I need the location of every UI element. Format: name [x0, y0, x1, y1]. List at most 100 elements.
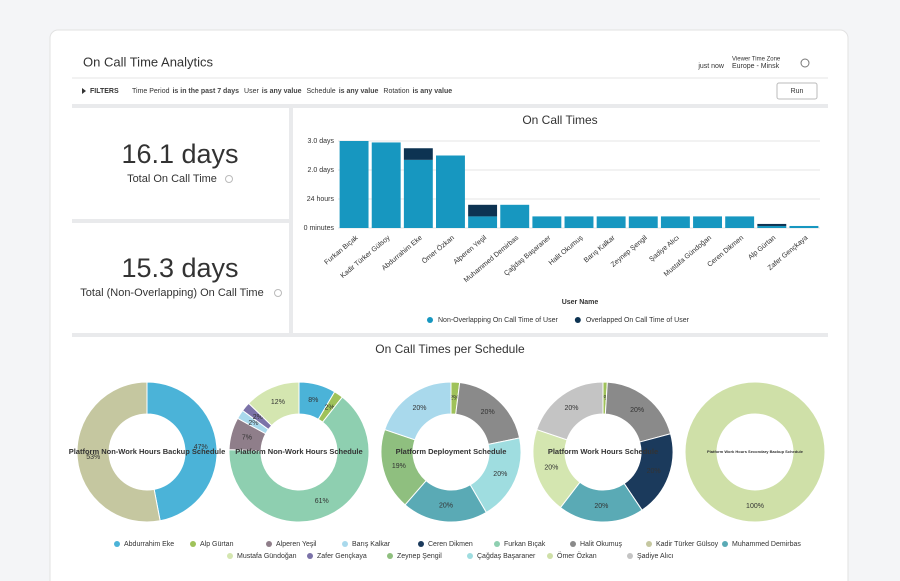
donut-label: 20% — [413, 405, 427, 412]
kpi-value: 16.1 days — [121, 139, 238, 169]
filter-name: User — [244, 88, 259, 95]
legend-label: Ceren Dikmen — [428, 541, 473, 548]
y-tick-label: 0 minutes — [304, 225, 335, 232]
divider — [72, 333, 828, 337]
donut-label: 61% — [315, 498, 329, 505]
updated: just now — [697, 63, 725, 70]
bar — [468, 204, 498, 217]
filter-name: Rotation — [383, 88, 409, 95]
donut-label: 53% — [86, 454, 100, 461]
donut-label: 8% — [308, 397, 318, 404]
y-tick-label: 24 hours — [307, 196, 335, 203]
divider — [72, 104, 828, 108]
x-axis-label: User Name — [562, 299, 599, 306]
donut-label: 20% — [630, 407, 644, 414]
donut-title: Platform Deployment Schedule — [396, 447, 507, 456]
legend-label: Overlapped On Call Time of User — [586, 317, 690, 324]
legend-label: Non-Overlapping On Call Time of User — [438, 317, 558, 324]
donut-title: Platform Work Hours Secondary Backup Sch… — [707, 449, 804, 454]
donut-label: 1% — [600, 395, 610, 402]
run-button[interactable] — [776, 82, 818, 100]
legend-swatch — [467, 553, 473, 559]
donut-title: Platform Work Hours Schedule — [548, 447, 658, 456]
donut-label: 7% — [242, 435, 252, 442]
timezone[interactable]: Europe - Minsk — [732, 63, 780, 70]
donut-segment — [536, 381, 604, 441]
settings-icon[interactable] — [800, 58, 810, 68]
info-icon[interactable] — [225, 175, 233, 183]
donut-label: 20% — [493, 471, 507, 478]
legend-label: Mustafa Gündoğan — [237, 553, 297, 560]
divider — [72, 219, 289, 223]
legend-swatch — [114, 541, 120, 547]
filter-name: Schedule — [307, 88, 336, 95]
bar — [403, 159, 433, 228]
timezone-label: Viewer Time Zone — [732, 57, 781, 63]
bar — [371, 142, 401, 228]
legend-label: Abdurrahim Eke — [124, 541, 174, 548]
bar — [757, 223, 787, 226]
donut-segment — [384, 381, 452, 441]
bar — [725, 216, 755, 228]
donut-label: 47% — [194, 444, 208, 451]
legend-swatch — [547, 553, 553, 559]
donut-label: 100% — [746, 503, 764, 510]
bar — [532, 216, 562, 228]
kpi-label: Total (Non-Overlapping) On Call Time — [80, 287, 263, 299]
bar — [789, 225, 819, 228]
legend-label: Alperen Yeşil — [276, 541, 317, 548]
divider — [289, 108, 293, 335]
donut-label: 20% — [594, 503, 608, 510]
filter[interactable]: User is any value — [244, 88, 302, 95]
bar — [628, 216, 658, 228]
info-icon[interactable] — [274, 289, 282, 297]
legend-swatch — [266, 541, 272, 547]
donut-segment — [247, 381, 300, 427]
legend-swatch — [646, 541, 652, 547]
bar — [693, 216, 722, 228]
donut-label: 20% — [439, 503, 453, 510]
legend-label: Zeynep Şengil — [397, 553, 442, 560]
legend-label: Ömer Özkan — [557, 552, 597, 560]
donut-label: 12% — [271, 399, 285, 406]
section-title: On Call Times per Schedule — [375, 342, 525, 356]
filter-caret[interactable] — [82, 88, 86, 94]
donut-label: 2% — [248, 420, 258, 427]
kpi-label: Total On Call Time — [127, 173, 217, 185]
filters-label[interactable]: FILTERS — [90, 88, 119, 95]
filter-name: Time Period — [132, 88, 170, 95]
bar — [403, 148, 433, 160]
donut-segment — [684, 381, 826, 523]
bar — [468, 216, 498, 228]
legend-label: Zafer Gençkaya — [317, 553, 367, 560]
donut-label: 19% — [392, 463, 406, 470]
legend-label: Çağdaş Başaraner — [477, 553, 536, 560]
donut-title: Platform Non-Work Hours Schedule — [235, 447, 362, 456]
donut-label: 2% — [253, 414, 263, 421]
filter[interactable]: Time Period is in the past 7 days — [132, 88, 239, 95]
donut-segment — [76, 381, 161, 523]
filters: Time Period is in the past 7 days User is a… — [132, 88, 452, 95]
legend-swatch — [190, 541, 196, 547]
legend-label: Furkan Bıçak — [504, 541, 546, 548]
legend-swatch — [494, 541, 500, 547]
chart-title: On Call Times — [522, 113, 597, 127]
donut-segment — [146, 381, 218, 522]
bar — [596, 216, 626, 228]
filter-op: is in the past 7 days — [172, 88, 239, 95]
donut-label: 2% — [324, 404, 334, 411]
filter[interactable]: Schedule is any value — [307, 88, 379, 95]
legend-swatch — [342, 541, 348, 547]
bar — [436, 155, 465, 228]
run-label[interactable]: Run — [791, 88, 804, 95]
legend-swatch — [307, 553, 313, 559]
legend-swatch — [227, 553, 233, 559]
legend-swatch — [387, 553, 393, 559]
y-tick-label: 2.0 days — [308, 167, 335, 174]
filter[interactable]: Rotation is any value — [383, 88, 452, 95]
donut-label: 20% — [647, 468, 661, 475]
bar — [564, 216, 594, 228]
legend-label: Kadir Türker Gülsoy — [656, 541, 719, 548]
page-title: On Call Time Analytics — [83, 54, 214, 69]
